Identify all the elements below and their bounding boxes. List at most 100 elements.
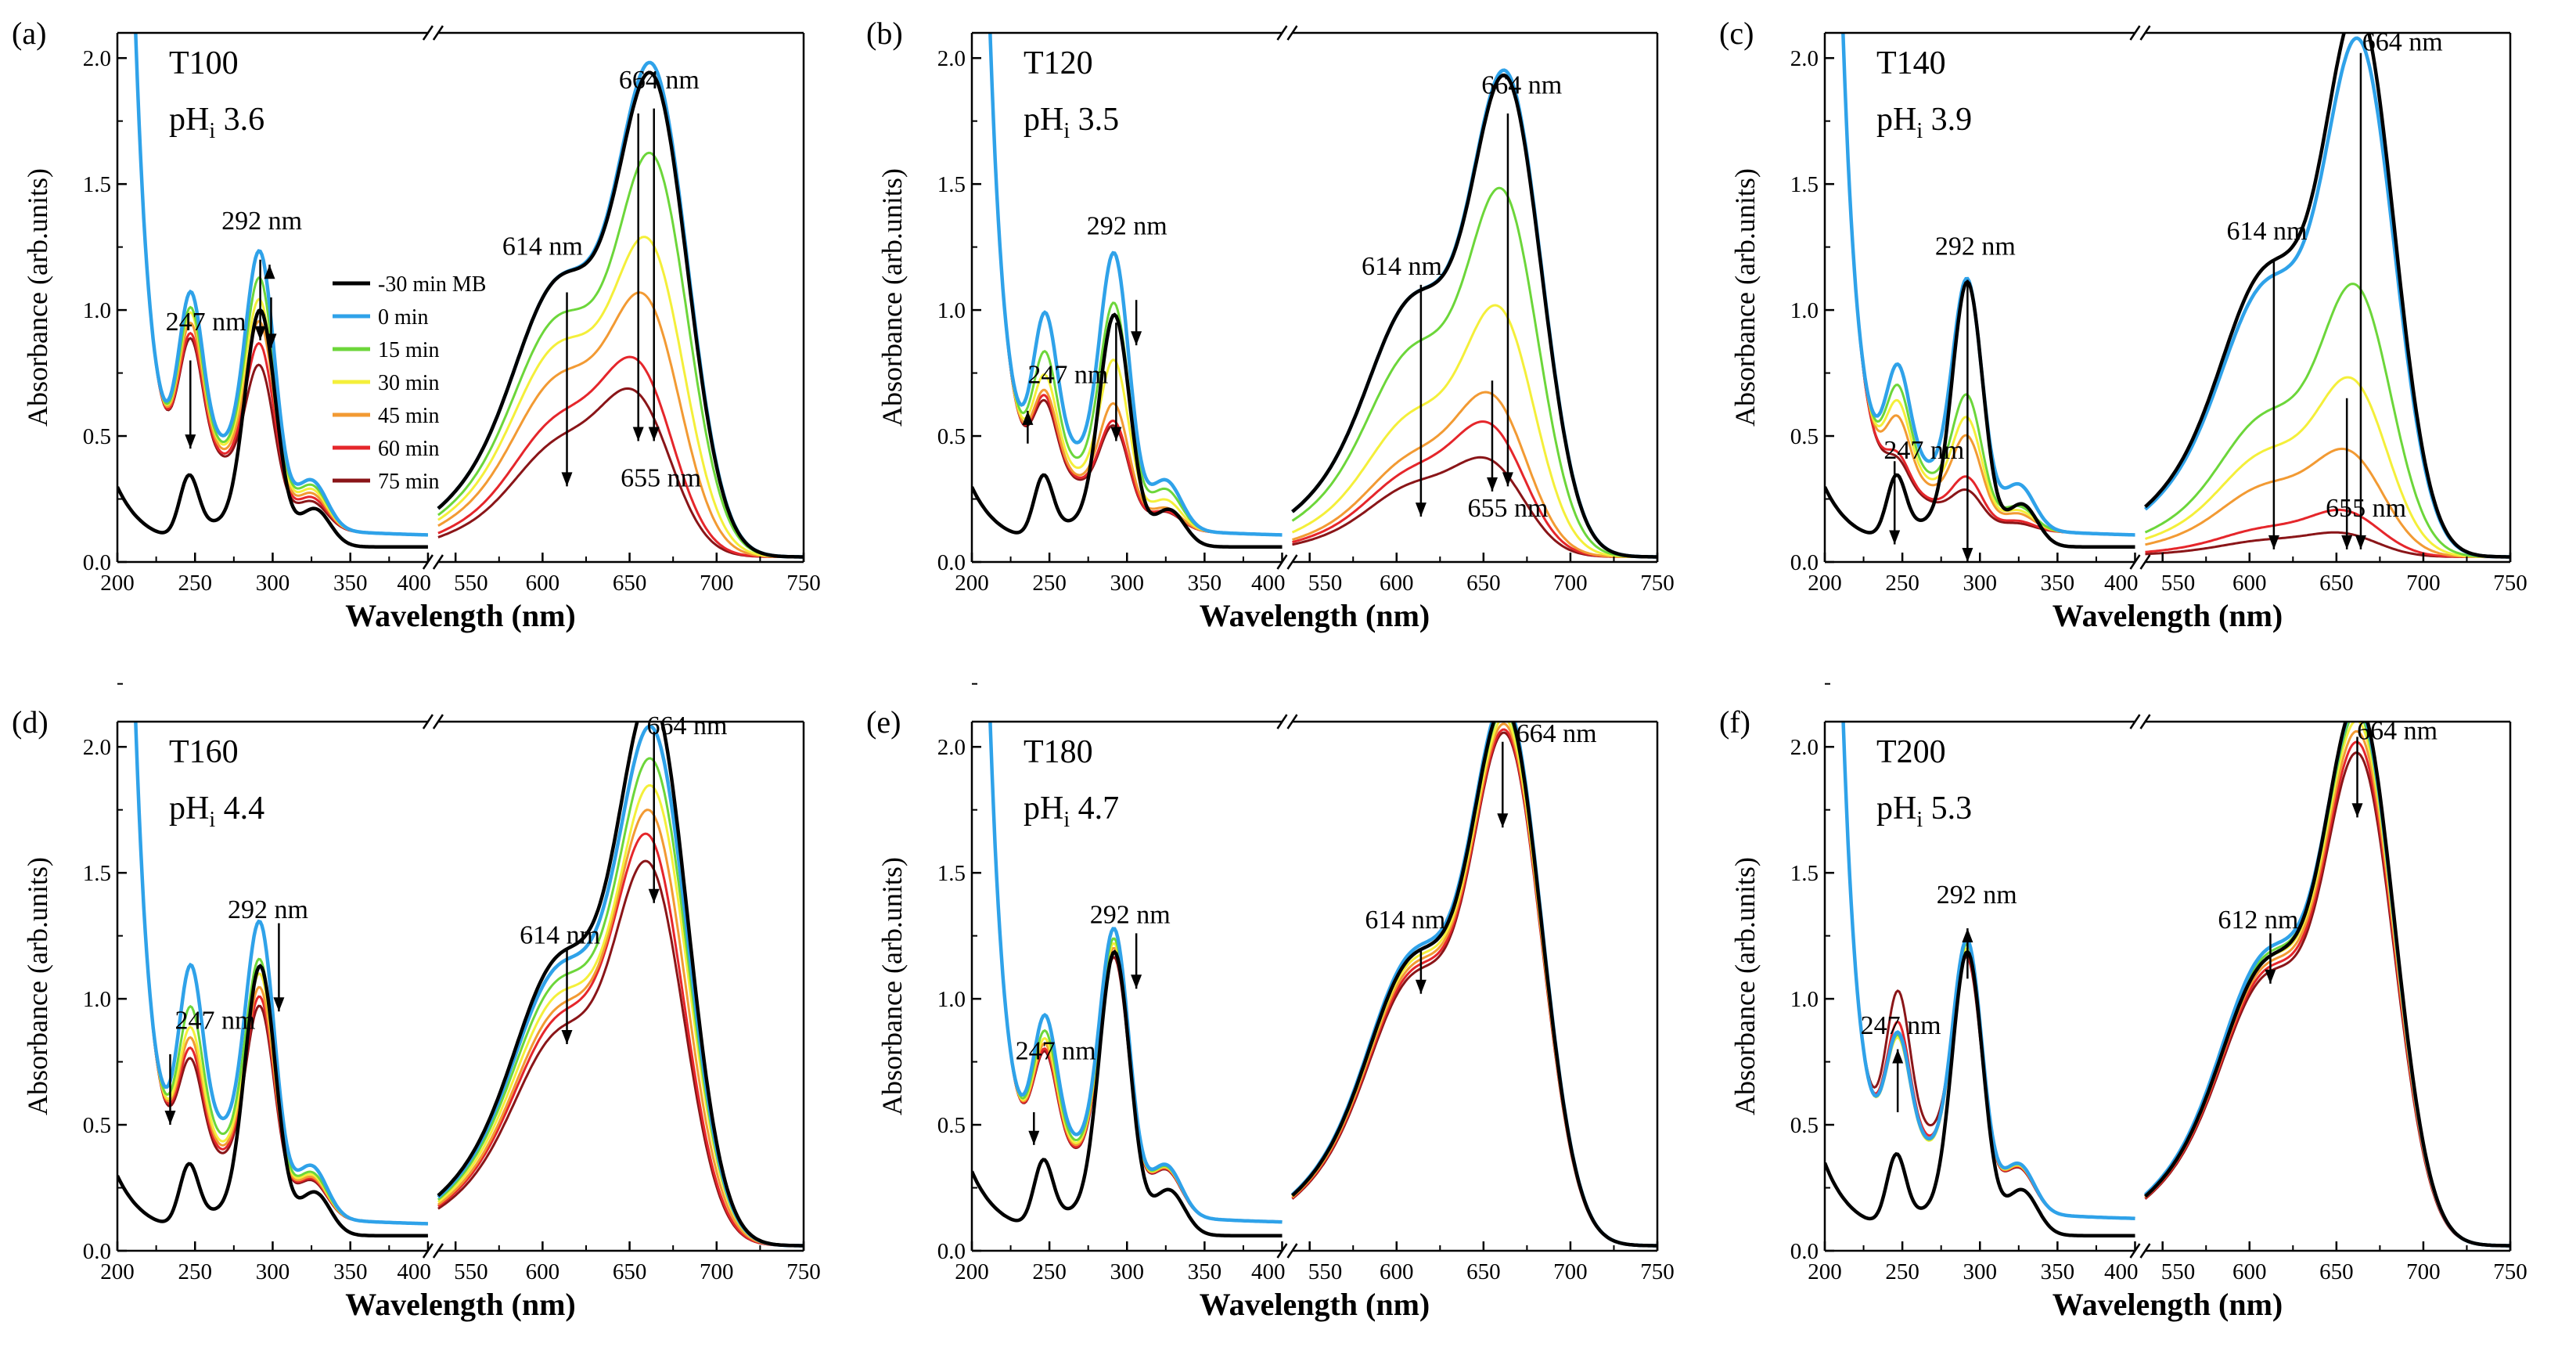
x-tick-label: 550	[1308, 1259, 1343, 1284]
x-tick-label: 750	[2493, 571, 2527, 596]
peak-annotation: 655 nm	[1467, 494, 1548, 523]
x-axis-label: Wavelength (nm)	[2053, 1287, 2283, 1322]
y-tick-label: 0.5	[83, 424, 111, 449]
x-tick-label: 300	[1110, 571, 1144, 596]
x-tick-label: 550	[454, 571, 488, 596]
axis-break-mark	[2129, 714, 2141, 729]
x-tick-label: 700	[700, 1259, 734, 1284]
series-group	[117, 33, 804, 559]
x-tick-label: 250	[1885, 1259, 1919, 1284]
y-tick-label: 1.0	[937, 298, 966, 323]
peak-annotation: 292 nm	[221, 207, 302, 236]
x-tick-label: 300	[256, 571, 290, 596]
y-tick-label: 1.5	[83, 861, 111, 886]
trend-arrow-head	[2341, 535, 2353, 549]
peak-annotation: 247 nm	[1016, 1036, 1096, 1065]
chart-panel-f: 0.0 0.5 1.0 1.5 2.0 200 250 300 350 400 550 600 650 7…	[1719, 683, 2527, 1322]
series-line-mb-vis	[2143, 33, 2510, 559]
series-line-mb-uv	[972, 312, 1283, 549]
trend-arrow-head	[264, 265, 275, 279]
series-line-mb-uv	[117, 964, 428, 1237]
peak-annotation: 655 nm	[2326, 494, 2406, 523]
axes-frame	[116, 714, 805, 1259]
axis-break-mark	[2139, 714, 2151, 729]
series-line-mb-vis	[1291, 73, 1657, 559]
series-line-45-min-vis	[2145, 447, 2510, 559]
x-tick-label: 350	[2041, 571, 2075, 596]
axis-break-mark	[1286, 554, 1298, 570]
x-tick-label: 300	[1963, 571, 1997, 596]
series-line-30-min-vis	[2144, 376, 2510, 558]
peak-annotation: 247 nm	[175, 1007, 256, 1036]
x-tick-label: 300	[256, 1259, 290, 1284]
x-tick-label: 650	[2319, 571, 2354, 596]
y-tick-label: 1.5	[83, 172, 111, 197]
sample-name: T120	[1024, 45, 1093, 81]
x-axis-label: Wavelength (nm)	[2053, 598, 2283, 633]
y-tick-label: 1.0	[1790, 987, 1819, 1012]
series-line-15-min-vis	[437, 151, 804, 558]
axis-break-mark	[422, 25, 434, 41]
peak-annotation: 292 nm	[1935, 232, 2016, 261]
axis-break-mark	[1286, 25, 1298, 41]
arrow-group	[1892, 737, 2363, 1112]
arrow-group	[1022, 113, 1513, 517]
trend-arrow-head	[2355, 535, 2366, 549]
x-tick-label: 750	[786, 571, 821, 596]
x-tick-label: 750	[1640, 571, 1675, 596]
panel-letter: (f)	[1719, 704, 1750, 740]
ph-label: pHi 3.6	[169, 102, 264, 143]
series-line-15-min-vis	[2144, 283, 2510, 558]
panel-letter: (d)	[12, 704, 49, 740]
x-tick-label: 750	[2493, 1259, 2527, 1284]
series-line-45-min-vis	[437, 291, 804, 558]
legend-label: -30 min MB	[378, 272, 486, 297]
x-tick-label: 200	[1808, 1259, 1842, 1284]
x-tick-label: 200	[100, 571, 135, 596]
sample-name: T140	[1876, 45, 1946, 81]
trend-arrow-head	[648, 888, 660, 903]
x-tick-label: 350	[1188, 571, 1222, 596]
y-tick-label: 2.0	[1790, 46, 1819, 71]
series-line-mb-vis	[437, 70, 804, 559]
y-axis-label: Absorbance (arb.units)	[22, 168, 53, 427]
series-group	[972, 722, 1657, 1248]
series-line-30-min-vis	[1291, 304, 1657, 558]
peak-annotation: 614 nm	[2227, 217, 2308, 246]
series-line-mb-vis	[2143, 722, 2510, 1248]
trend-arrow-head	[1131, 331, 1142, 346]
x-tick-label: 250	[1885, 571, 1919, 596]
series-line-15-min-vis	[1291, 186, 1657, 558]
x-tick-label: 350	[333, 1259, 368, 1284]
legend-label: 75 min	[378, 470, 440, 494]
x-tick-label: 550	[454, 1259, 488, 1284]
y-tick-label: 0.0	[1790, 1239, 1819, 1264]
peak-annotation: 664 nm	[647, 711, 728, 740]
x-tick-label: 550	[1308, 571, 1343, 596]
y-axis-label: Absorbance (arb.units)	[1729, 168, 1761, 427]
trend-arrow-head	[632, 427, 644, 441]
peak-annotation: 614 nm	[1362, 252, 1442, 281]
x-tick-label: 400	[1251, 571, 1286, 596]
trend-arrow-head	[1962, 548, 1973, 562]
x-tick-label: 600	[526, 571, 560, 596]
x-tick-label: 200	[1808, 571, 1842, 596]
x-tick-label: 300	[1963, 1259, 1997, 1284]
peak-annotation: 664 nm	[619, 66, 700, 95]
x-tick-label: 550	[2161, 571, 2196, 596]
axis-break-mark	[432, 25, 444, 41]
axis-break-mark	[1286, 714, 1298, 729]
y-tick-label: 0.5	[83, 1113, 111, 1138]
y-tick-label: 2.0	[83, 735, 111, 760]
chart-panel-c: 0.0 0.5 1.0 1.5 2.0 200 250 300 350 400 550 600 650 7…	[1719, 16, 2527, 633]
panel-letter: (e)	[866, 704, 901, 740]
legend-label: 0 min	[378, 305, 429, 330]
peak-annotation: 664 nm	[2357, 717, 2437, 746]
x-tick-label: 350	[1188, 1259, 1222, 1284]
legend-label: 15 min	[378, 338, 440, 362]
x-tick-label: 250	[178, 571, 212, 596]
x-tick-label: 650	[1466, 1259, 1501, 1284]
peak-annotation: 614 nm	[1365, 906, 1445, 935]
x-tick-label: 650	[613, 1259, 647, 1284]
trend-arrow-head	[1131, 974, 1142, 989]
